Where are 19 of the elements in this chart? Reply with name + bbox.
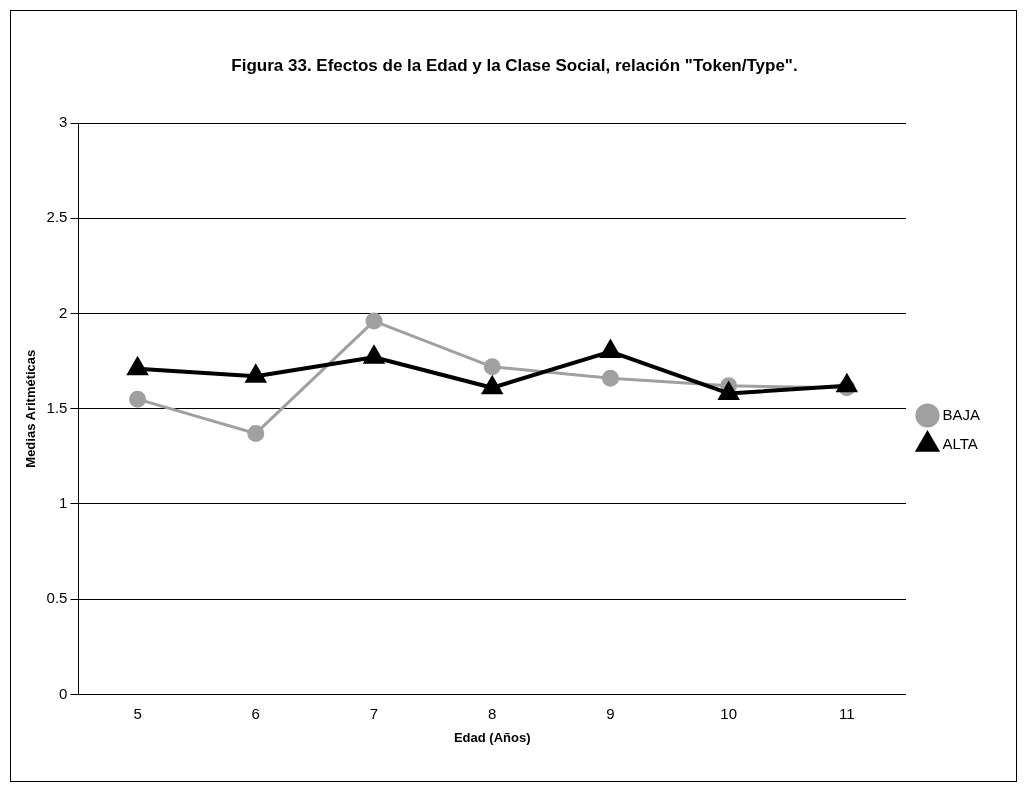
- x-tick-label: 9: [606, 704, 615, 722]
- x-tick-label: 6: [251, 704, 260, 722]
- x-axis-title: Edad (Años): [453, 729, 531, 745]
- y-axis-title: Medias Aritméticas: [23, 349, 39, 468]
- x-tick-label: 10: [720, 704, 737, 722]
- y-tick-label: 0: [59, 684, 68, 702]
- x-tick-label: 5: [133, 704, 142, 722]
- legend-label: ALTA: [942, 434, 978, 452]
- legend-label: BAJA: [942, 405, 980, 423]
- y-tick-label: 3: [59, 113, 68, 131]
- x-tick-label: 11: [839, 704, 855, 722]
- y-tick-label: 0.5: [46, 589, 68, 607]
- y-tick-label: 1: [59, 494, 68, 512]
- x-tick-label: 7: [369, 704, 379, 722]
- chart-title: Figura 33. Efectos de la Edad y la Clase Social, relación "Token/Type".: [230, 56, 799, 76]
- y-tick-label: 2: [59, 303, 68, 321]
- y-tick-label: 2.5: [46, 208, 68, 226]
- x-tick-label: 8: [488, 704, 497, 722]
- y-tick-label: 1.5: [46, 398, 68, 416]
